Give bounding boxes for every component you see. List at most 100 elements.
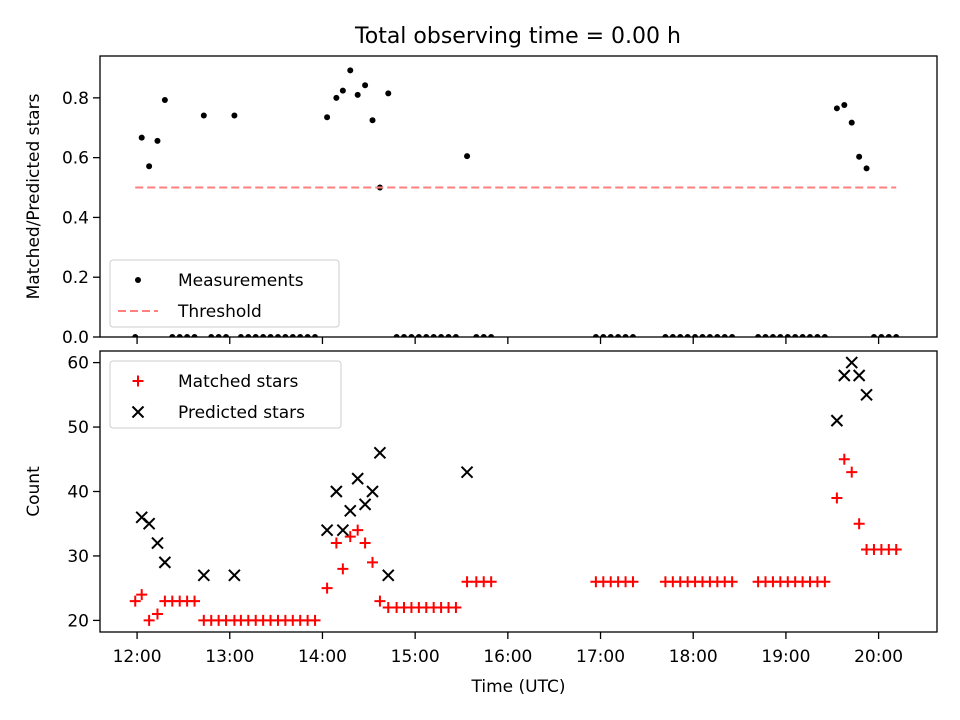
legend-box: [109, 259, 340, 328]
legend: Measurements Threshold: [109, 259, 340, 328]
measurement-point: [473, 334, 480, 337]
predicted-star-point: [373, 446, 387, 460]
measurement-point: [223, 334, 230, 337]
y-tick-label: 0.8: [62, 89, 89, 109]
measurement-point: [629, 334, 636, 337]
measurement-point: [821, 334, 828, 337]
x-tick-label: 18:00: [669, 647, 718, 667]
axes-frame: [99, 350, 938, 633]
measurement-point: [333, 94, 340, 101]
y-axis-label: Matched/Predicted stars: [24, 93, 44, 299]
x-tick-label: 20:00: [854, 647, 903, 667]
measurement-point: [393, 334, 400, 337]
measurement-point: [452, 334, 459, 337]
legend-label: Predicted stars: [178, 403, 305, 423]
top-panel: 0.0 0.2 0.4 0.6 0.8 Matched/Predicted stars Me…: [24, 55, 938, 348]
measurement-point: [146, 163, 153, 170]
predicted-star-point: [838, 369, 851, 382]
legend-label: Measurements: [178, 271, 304, 291]
matched-star-point: [321, 582, 333, 594]
measurement-point: [408, 334, 415, 337]
measurement-point: [304, 334, 311, 337]
x-tick-label: 12:00: [113, 647, 162, 667]
matched-star-point: [367, 556, 379, 568]
predicted-star-point: [330, 485, 343, 498]
measurement-point: [692, 334, 699, 337]
predicted-star-point: [358, 498, 372, 511]
measurement-point: [184, 334, 191, 337]
measurement-point: [169, 334, 176, 337]
legend-measurement-swatch: [135, 277, 141, 283]
matched-star-point: [726, 576, 738, 588]
measurement-point: [138, 134, 145, 141]
measurement-point: [237, 334, 244, 337]
measurement-point: [362, 82, 369, 89]
measurement-point: [870, 334, 877, 337]
legend-predicted-swatch: [131, 405, 145, 419]
plot-area: [132, 67, 900, 337]
y-tick-label: 60: [67, 354, 89, 374]
figure-title: Total observing time = 0.00 h: [354, 24, 681, 49]
measurement-point: [401, 334, 408, 337]
matched-star-point: [344, 531, 356, 543]
measurement-point: [339, 87, 346, 94]
matched-star-point: [831, 492, 843, 504]
measurement-point: [464, 153, 471, 160]
predicted-star-point: [460, 465, 474, 479]
measurement-point: [784, 334, 791, 337]
matched-star-point: [374, 595, 386, 607]
x-tick-label: 16:00: [483, 647, 532, 667]
measurement-point: [721, 334, 728, 337]
predicted-star-point: [142, 517, 156, 530]
measurement-point: [252, 334, 259, 337]
predicted-star-point: [830, 414, 844, 427]
measurement-point: [438, 334, 445, 337]
predicted-star-point: [336, 523, 350, 537]
measurement-point: [706, 334, 713, 337]
measurement-point: [445, 334, 452, 337]
measurement-point: [762, 334, 769, 337]
measurement-point: [699, 334, 706, 337]
predicted-star-point: [860, 388, 873, 402]
y-tick-label: 20: [67, 611, 89, 631]
predicted-star-point: [344, 504, 357, 518]
x-axis-label: Time (UTC): [471, 677, 566, 697]
matched-star-point: [151, 608, 163, 620]
measurement-point: [600, 334, 607, 337]
measurement-point: [347, 67, 354, 74]
legend-matched-swatch: [132, 375, 144, 387]
y-tick-label: 0.4: [62, 208, 89, 228]
matched-star-point: [450, 602, 462, 614]
measurement-point: [385, 90, 392, 97]
matched-star-point: [359, 537, 371, 549]
measurement-point: [480, 334, 487, 337]
measurement-point: [297, 334, 304, 337]
measurement-point: [755, 334, 762, 337]
x-tick-label: 17:00: [576, 647, 625, 667]
measurement-point: [893, 334, 900, 337]
predicted-star-point: [197, 569, 211, 582]
measurement-point: [132, 334, 139, 337]
measurement-point: [231, 112, 238, 119]
matched-star-point: [838, 453, 850, 465]
measurement-point: [856, 153, 863, 160]
measurement-point: [191, 334, 198, 337]
matched-star-point: [337, 563, 349, 575]
matched-star-point: [129, 595, 141, 607]
measurement-point: [878, 334, 885, 337]
predicted-star-point: [366, 485, 379, 498]
matched-star-point: [461, 576, 473, 588]
y-tick-label: 30: [67, 547, 89, 567]
measurement-point: [863, 165, 870, 172]
measurement-point: [814, 334, 821, 337]
measurement-point: [245, 334, 252, 337]
bottom-panel: 20 30 40 50 60 12:00 13:00 14:00 15:00 16:00 17:00…: [24, 350, 938, 697]
plot-area: [129, 356, 902, 626]
measurement-point: [324, 114, 331, 121]
measurement-point: [274, 334, 281, 337]
y-tick-label: 40: [67, 483, 89, 503]
y-tick-label: 0.6: [62, 149, 89, 169]
measurement-point: [415, 334, 422, 337]
